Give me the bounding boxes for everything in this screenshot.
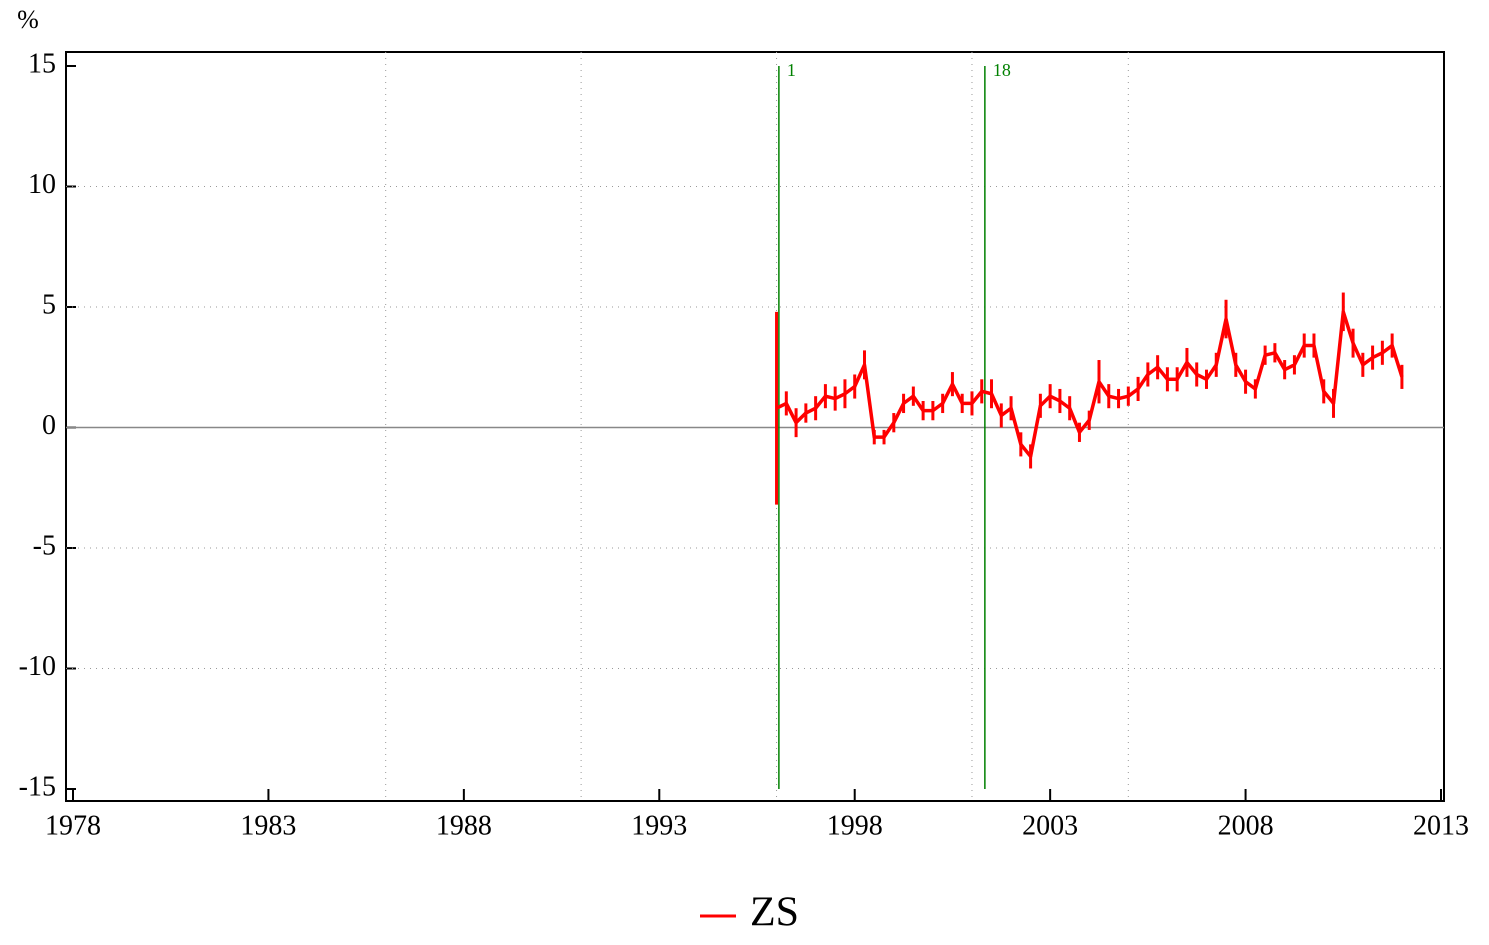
y-tick-label: 0	[42, 410, 56, 441]
marker-label: 18	[993, 60, 1011, 80]
y-tick-label: -10	[19, 651, 56, 682]
series-line	[775, 310, 1404, 459]
x-tick-label: 1988	[436, 810, 492, 841]
y-tick-label: 15	[28, 48, 56, 79]
y-tick-label: -15	[19, 771, 56, 802]
x-tick-label: 2008	[1218, 810, 1274, 841]
legend-label: ZS	[750, 890, 799, 936]
y-tick-label: -5	[33, 530, 56, 561]
plot-frame	[65, 51, 1445, 802]
y-tick-label: 10	[28, 169, 56, 200]
marker-label: 1	[787, 60, 796, 80]
y-axis-label: %	[17, 5, 39, 34]
y-tick-label: 5	[42, 289, 56, 320]
x-tick-label: 1998	[827, 810, 883, 841]
x-tick-label: 1993	[631, 810, 687, 841]
x-tick-label: 2013	[1413, 810, 1469, 841]
x-tick-label: 1983	[240, 810, 296, 841]
x-tick-label: 1978	[45, 810, 101, 841]
x-tick-label: 2003	[1022, 810, 1078, 841]
